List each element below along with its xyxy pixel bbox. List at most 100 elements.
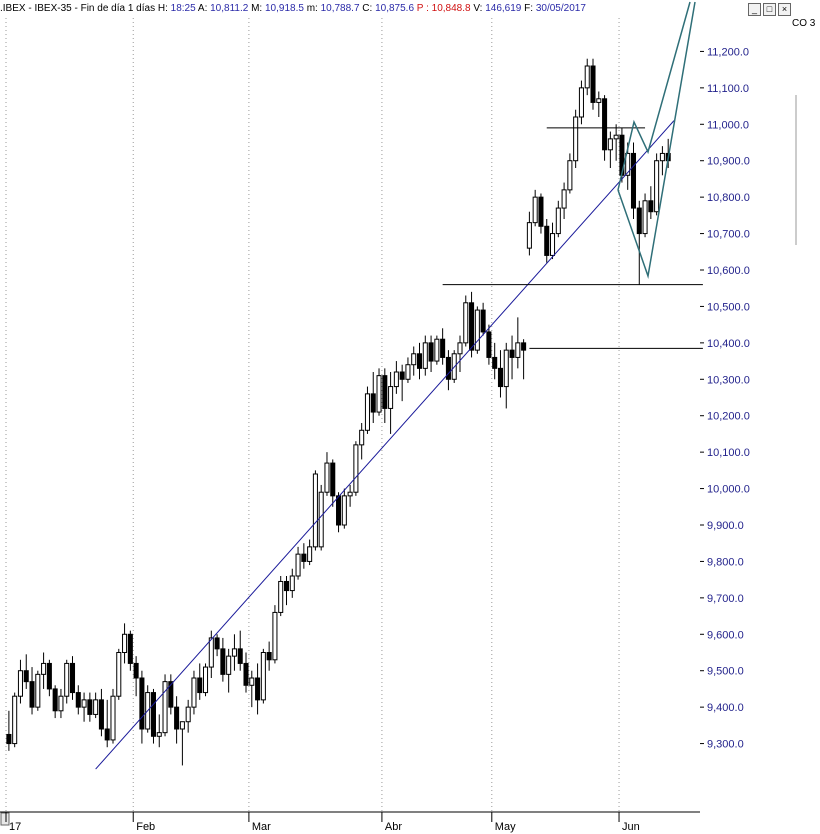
- candle-up: [341, 495, 347, 526]
- candle-down: [214, 637, 220, 650]
- candle-down: [29, 681, 35, 708]
- readout-label: H:: [157, 3, 171, 14]
- candle-down: [492, 356, 498, 369]
- candle-up: [35, 673, 41, 708]
- candle-up: [64, 662, 70, 697]
- symbol-label: .IBEX - IBEX-35 - Fin de día 1 días: [0, 3, 156, 14]
- candle-down: [301, 553, 307, 562]
- candle-up: [208, 637, 214, 668]
- candle-up: [289, 575, 295, 592]
- candle-down: [266, 652, 272, 661]
- candle-down: [399, 371, 405, 380]
- candle-up: [116, 652, 122, 697]
- candle-up: [122, 633, 128, 653]
- candle-up: [503, 349, 509, 388]
- candle-up: [625, 152, 631, 176]
- candle-up: [567, 160, 573, 191]
- candle-up: [364, 393, 370, 431]
- scroll-left-button: [0, 812, 10, 826]
- candle-down: [98, 699, 104, 730]
- candle-up: [550, 233, 556, 256]
- candle-up: [659, 152, 665, 162]
- readout-value: 30/05/2017: [535, 3, 586, 14]
- x-tick-label: May: [495, 821, 516, 833]
- candle-down: [139, 677, 145, 730]
- candle-down: [416, 353, 423, 369]
- candle-down: [336, 495, 342, 526]
- y-tick-label: 10,800.0: [707, 192, 750, 204]
- candle-up: [376, 375, 382, 413]
- candle-up: [561, 189, 567, 209]
- candle-up: [110, 695, 116, 741]
- x-tick-label: Feb: [136, 821, 155, 833]
- candle-up: [515, 342, 521, 358]
- candle-up: [307, 546, 313, 562]
- y-tick-label: 10,200.0: [707, 411, 750, 423]
- candle-down: [104, 728, 110, 741]
- readout-value: 10,788.7: [320, 3, 360, 14]
- candle-up: [58, 695, 64, 712]
- y-tick-label: 10,900.0: [707, 156, 750, 168]
- candle-up: [203, 666, 209, 694]
- candle-down: [52, 688, 58, 712]
- candle-down: [428, 342, 434, 362]
- candle-down: [486, 331, 492, 358]
- ohlc-readout: H: 18:25 A: 10,811.2 M: 10,918.5 m: 10,7…: [158, 3, 586, 14]
- close-button[interactable]: ×: [778, 3, 791, 16]
- y-tick-label: 10,300.0: [707, 374, 750, 386]
- y-tick-label: 9,300.0: [707, 739, 744, 751]
- candle-up: [463, 302, 469, 344]
- candle-up: [434, 338, 440, 362]
- y-tick-label: 10,600.0: [707, 265, 750, 277]
- y-tick-label: 9,900.0: [707, 520, 744, 532]
- candle-down: [648, 200, 654, 213]
- candle-up: [474, 309, 480, 351]
- projection-arrow-low: [617, 1, 696, 279]
- candle-up: [231, 648, 237, 657]
- candle-down: [6, 733, 12, 745]
- candle-down: [469, 302, 475, 351]
- candle-up: [654, 160, 660, 213]
- candle-down: [636, 207, 642, 235]
- x-tick-label: Jun: [622, 821, 640, 833]
- candle-up: [17, 670, 23, 697]
- side-label: CO 3: [792, 18, 816, 29]
- candle-down: [197, 677, 203, 694]
- candle-down: [87, 699, 93, 715]
- readout-label: V:: [470, 3, 486, 14]
- minimize-button[interactable]: _: [748, 3, 761, 16]
- candle-down: [168, 681, 174, 708]
- readout-value: 10,811.2: [210, 3, 249, 14]
- candle-up: [185, 706, 191, 723]
- maximize-button[interactable]: □: [763, 3, 776, 16]
- y-tick-label: 10,500.0: [707, 301, 750, 313]
- y-tick-label: 10,400.0: [707, 338, 750, 350]
- candle-down: [174, 706, 180, 730]
- candle-up: [596, 98, 602, 103]
- candle-up: [249, 677, 255, 686]
- projection-path: [617, 1, 696, 279]
- y-tick-label: 9,700.0: [707, 593, 744, 605]
- candle-up: [318, 491, 324, 548]
- candle-down: [255, 677, 261, 701]
- candle-down: [150, 692, 156, 737]
- candle-up: [578, 87, 584, 118]
- candle-up: [41, 662, 47, 675]
- candle-down: [370, 393, 376, 413]
- candle-up: [532, 196, 538, 224]
- candle-up: [162, 681, 168, 734]
- candles: [6, 58, 671, 766]
- candle-down: [602, 98, 608, 151]
- candle-up: [81, 699, 87, 708]
- readout-label: A:: [195, 3, 211, 14]
- y-tick-label: 10,700.0: [707, 229, 750, 241]
- candle-down: [243, 662, 249, 686]
- candle-up: [347, 491, 353, 497]
- readout-label: C:: [359, 3, 376, 14]
- candle-up: [93, 699, 99, 715]
- candle-up: [359, 429, 365, 446]
- candle-up: [405, 364, 411, 380]
- candle-up: [526, 222, 532, 249]
- y-tick-label: 9,400.0: [707, 702, 744, 714]
